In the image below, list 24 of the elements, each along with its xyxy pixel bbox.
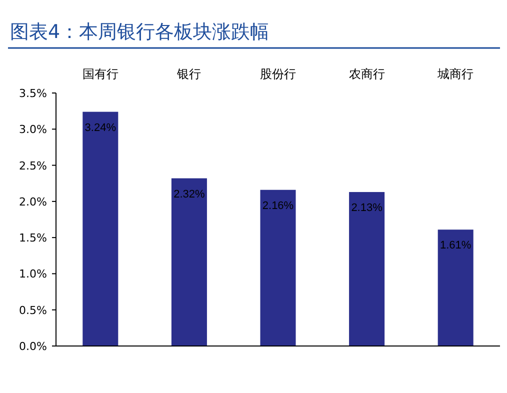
chart-title: 图表4：本周银行各板块涨跌幅 [10,21,270,43]
y-tick-label: 3.0% [19,123,47,136]
y-tick-label: 2.0% [19,195,47,208]
data-label: 2.13% [351,202,383,214]
x-tick-label: 银行 [176,67,202,81]
bar [171,178,207,346]
x-tick-label: 城商行 [436,67,474,81]
bar [438,230,474,346]
y-tick-label: 3.5% [19,87,47,100]
y-tick-label: 2.5% [19,159,47,172]
bar [260,190,296,346]
y-tick-label: 0.5% [19,304,47,317]
x-tick-label: 股份行 [260,67,296,81]
y-tick-label: 1.5% [19,232,47,245]
data-label: 1.61% [440,240,472,252]
y-tick-label: 1.0% [19,268,47,281]
data-label: 3.24% [84,122,116,134]
bar [82,112,118,346]
data-label: 2.32% [174,188,206,200]
x-tick-label: 农商行 [348,67,385,81]
data-label: 2.16% [262,200,294,212]
bar [349,192,385,346]
y-tick-label: 0.0% [19,340,47,353]
x-tick-label: 国有行 [82,67,118,81]
